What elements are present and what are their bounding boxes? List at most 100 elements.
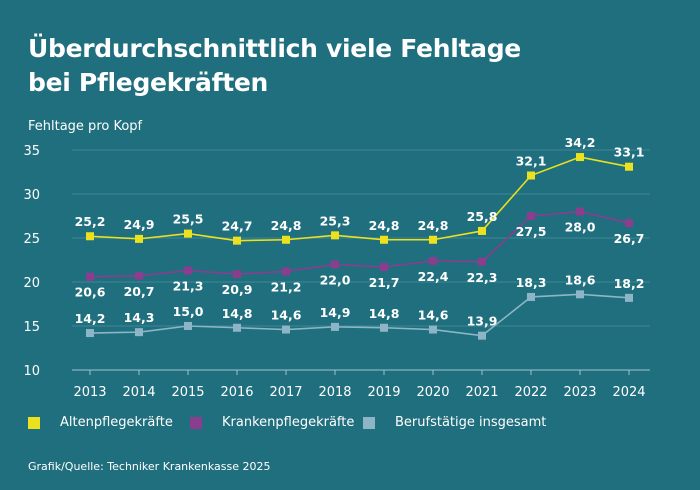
point-berufstaetige-2019: [380, 323, 388, 332]
point-krankenpflege-2020: [429, 256, 437, 265]
legend-item-krankenpflege: Krankenpflegekräfte: [190, 415, 354, 430]
y-tick-label-35: 35: [23, 144, 40, 159]
chart-title-line-2: bei Pflegekräften: [28, 68, 269, 97]
point-berufstaetige-2022: [527, 292, 535, 301]
point-altenpflege-2023: [576, 153, 584, 162]
point-berufstaetige-2014: [135, 328, 143, 337]
series-line-berufstaetige: [89, 293, 630, 337]
data-label-altenpflege-2016: 24,7: [222, 219, 253, 234]
data-label-berufstaetige-2013: 14,2: [75, 311, 106, 326]
data-label-krankenpflege-2021: 22,3: [467, 270, 498, 285]
point-krankenpflege-2018: [331, 260, 339, 269]
legend-item-berufstaetige: Berufstätige insgesamt: [363, 415, 546, 430]
data-label-berufstaetige-2021: 13,9: [467, 314, 498, 329]
point-krankenpflege-2024: [625, 219, 633, 228]
y-tick-label-10: 10: [23, 364, 40, 379]
point-krankenpflege-2023: [576, 207, 584, 216]
x-tick-label-2022: 2022: [514, 385, 547, 400]
series-line-krankenpflege: [89, 210, 630, 278]
point-krankenpflege-2017: [282, 267, 290, 276]
data-label-altenpflege-2018: 25,3: [320, 213, 351, 228]
legend-swatch-berufstaetige: [363, 416, 375, 429]
point-krankenpflege-2014: [135, 271, 143, 280]
data-label-berufstaetige-2014: 14,3: [124, 310, 155, 325]
legend-swatch-krankenpflege: [190, 416, 202, 429]
data-label-krankenpflege-2016: 20,9: [222, 282, 253, 297]
data-label-berufstaetige-2019: 14,8: [369, 306, 400, 321]
point-altenpflege-2018: [331, 231, 339, 240]
point-berufstaetige-2023: [576, 290, 584, 299]
data-label-krankenpflege-2017: 21,2: [271, 279, 302, 294]
point-berufstaetige-2016: [233, 323, 241, 332]
series-line-altenpflege: [89, 156, 630, 242]
data-label-altenpflege-2023: 34,2: [565, 135, 596, 150]
data-label-altenpflege-2024: 33,1: [614, 145, 645, 160]
data-label-altenpflege-2017: 24,8: [271, 218, 302, 233]
chart-title: Überdurchschnittlich viele Fehltage bei …: [28, 32, 521, 100]
y-tick-label-20: 20: [23, 276, 40, 291]
data-label-altenpflege-2014: 24,9: [124, 217, 155, 232]
point-berufstaetige-2013: [86, 329, 94, 338]
legend: Altenpflegekräfte Krankenpflegekräfte Be…: [0, 415, 700, 435]
data-label-berufstaetige-2017: 14,6: [271, 308, 302, 323]
point-berufstaetige-2018: [331, 322, 339, 331]
chart-title-line-1: Überdurchschnittlich viele Fehltage: [28, 34, 521, 63]
data-label-altenpflege-2021: 25,8: [467, 209, 498, 224]
legend-swatch-altenpflege: [28, 416, 40, 429]
point-altenpflege-2016: [233, 236, 241, 245]
x-tick-label-2014: 2014: [122, 385, 155, 400]
x-tick-label-2017: 2017: [269, 385, 302, 400]
x-tick-label-2024: 2024: [612, 385, 645, 400]
point-altenpflege-2013: [86, 232, 94, 241]
data-label-altenpflege-2019: 24,8: [369, 218, 400, 233]
data-label-berufstaetige-2016: 14,8: [222, 306, 253, 321]
data-label-krankenpflege-2013: 20,6: [75, 285, 106, 300]
x-tick-label-2020: 2020: [416, 385, 449, 400]
point-altenpflege-2024: [625, 162, 633, 171]
data-label-krankenpflege-2018: 22,0: [320, 272, 351, 287]
x-tick-label-2013: 2013: [73, 385, 106, 400]
source-note: Grafik/Quelle: Techniker Krankenkasse 20…: [28, 460, 271, 473]
x-tick-label-2021: 2021: [465, 385, 498, 400]
point-altenpflege-2021: [478, 226, 486, 235]
x-tick-label-2019: 2019: [367, 385, 400, 400]
point-altenpflege-2019: [380, 235, 388, 244]
point-krankenpflege-2021: [478, 257, 486, 266]
point-altenpflege-2017: [282, 235, 290, 244]
point-berufstaetige-2024: [625, 293, 633, 302]
legend-label-berufstaetige: Berufstätige insgesamt: [395, 415, 547, 430]
data-label-krankenpflege-2015: 21,3: [173, 279, 204, 294]
legend-item-altenpflege: Altenpflegekräfte: [28, 415, 173, 430]
data-label-berufstaetige-2015: 15,0: [173, 304, 204, 319]
data-label-krankenpflege-2019: 21,7: [369, 275, 400, 290]
point-krankenpflege-2016: [233, 270, 241, 279]
data-label-krankenpflege-2020: 22,4: [418, 269, 449, 284]
data-label-altenpflege-2020: 24,8: [418, 218, 449, 233]
line-chart: 10 15 20 25 30 35 2013 2014 2015 2016 2017 2018 2019…: [23, 135, 650, 400]
point-krankenpflege-2019: [380, 263, 388, 272]
data-label-krankenpflege-2024: 26,7: [614, 231, 645, 246]
point-berufstaetige-2020: [429, 325, 437, 334]
point-altenpflege-2015: [184, 229, 192, 238]
data-label-altenpflege-2022: 32,1: [516, 154, 547, 169]
y-tick-label-25: 25: [23, 232, 40, 247]
point-krankenpflege-2022: [527, 212, 535, 220]
point-altenpflege-2022: [527, 171, 535, 180]
data-label-krankenpflege-2014: 20,7: [124, 284, 155, 299]
legend-label-altenpflege: Altenpflegekräfte: [60, 415, 173, 430]
point-altenpflege-2020: [429, 235, 437, 244]
x-tick-label-2016: 2016: [220, 385, 253, 400]
data-label-krankenpflege-2023: 28,0: [565, 220, 596, 235]
legend-label-krankenpflege: Krankenpflegekräfte: [222, 415, 355, 430]
data-label-berufstaetige-2018: 14,9: [320, 305, 351, 320]
point-berufstaetige-2021: [478, 331, 486, 340]
point-berufstaetige-2015: [184, 322, 192, 330]
data-label-berufstaetige-2020: 14,6: [418, 308, 449, 323]
point-krankenpflege-2015: [184, 266, 192, 275]
point-altenpflege-2014: [135, 234, 143, 243]
x-tick-label-2015: 2015: [171, 385, 204, 400]
data-label-krankenpflege-2022: 27,5: [516, 224, 547, 239]
y-tick-label-15: 15: [23, 320, 40, 335]
data-label-altenpflege-2015: 25,5: [173, 212, 204, 227]
x-tick-label-2018: 2018: [318, 385, 351, 400]
